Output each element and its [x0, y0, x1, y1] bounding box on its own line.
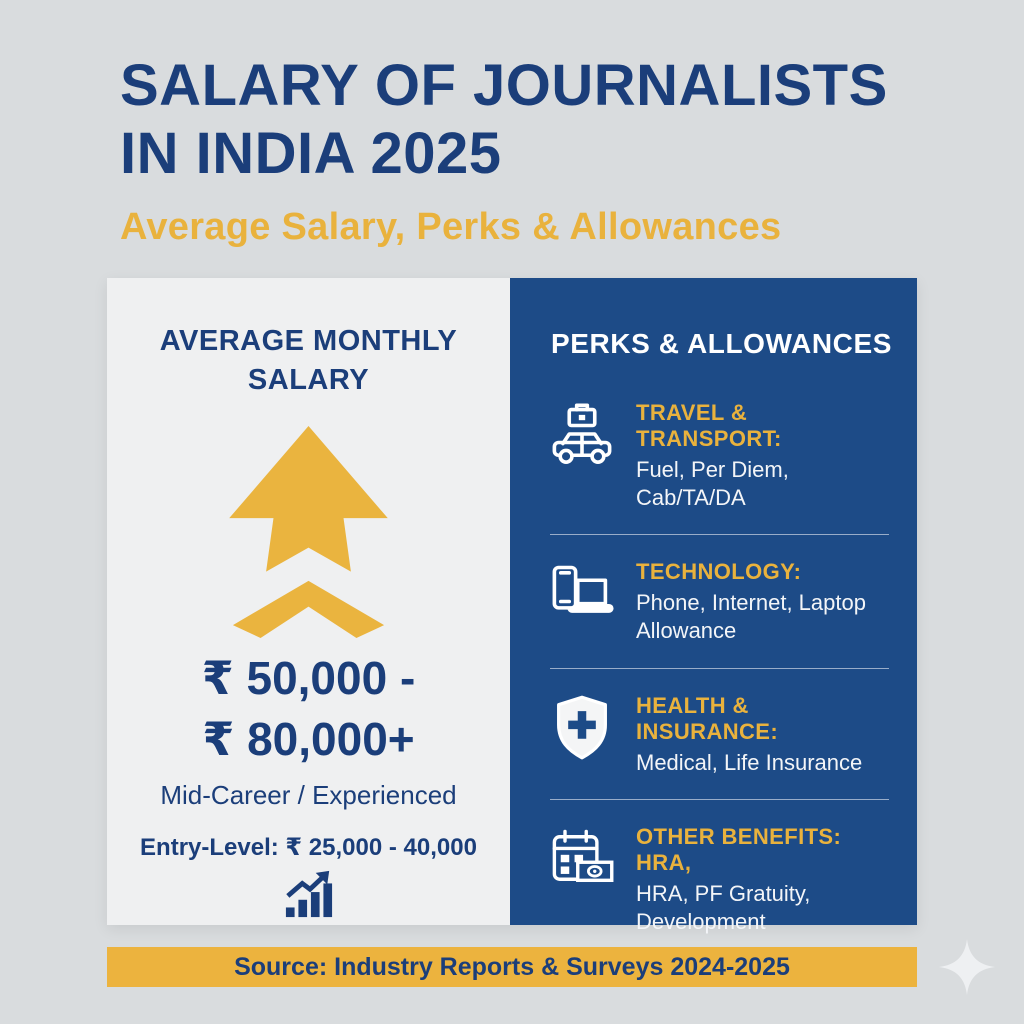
shield-cross-icon	[557, 695, 607, 760]
perk-description: Medical, Life Insurance	[636, 749, 863, 775]
source-bar: Source: Industry Reports & Surveys 2024-…	[107, 947, 917, 987]
page-title: SALARY OF JOURNALISTS IN INDIA 2025	[120, 52, 920, 188]
perk-title: TRAVEL & TRANSPORT:	[636, 400, 782, 451]
divider	[550, 798, 889, 800]
growth-chart-icon	[285, 870, 332, 917]
salary-range-line1: ₹ 50,000 -	[201, 652, 416, 705]
calendar-money-icon	[552, 829, 614, 882]
car-briefcase-icon	[552, 403, 612, 464]
perk-description: Fuel, Per Diem, Cab/TA/DA	[636, 457, 789, 511]
perk-item-health: HEALTH & INSURANCE: Medical, Life Insura…	[548, 691, 895, 777]
divider	[550, 667, 889, 669]
perk-text: TRAVEL & TRANSPORT: Fuel, Per Diem, Cab/…	[636, 398, 895, 512]
perk-item-travel: TRAVEL & TRANSPORT: Fuel, Per Diem, Cab/…	[548, 398, 895, 512]
phone-laptop-icon	[552, 566, 614, 614]
divider	[550, 534, 889, 536]
perk-item-other-benefits: OTHER BENEFITS: HRA, HRA, PF Gratuity, D…	[548, 822, 895, 936]
entry-level-salary: Entry-Level: ₹ 25,000 - 40,000	[140, 833, 477, 861]
perk-text: HEALTH & INSURANCE: Medical, Life Insura…	[636, 691, 895, 777]
perk-list: TRAVEL & TRANSPORT: Fuel, Per Diem, Cab/…	[548, 398, 895, 936]
salary-range-line2: ₹ 80,000+	[202, 713, 415, 765]
sparkle-icon	[939, 939, 995, 995]
perk-title: TECHNOLOGY:	[636, 559, 802, 585]
page-title-line1: SALARY OF JOURNALISTS	[120, 53, 888, 118]
page-subtitle: Average Salary, Perks & Allowances	[120, 205, 782, 248]
perks-panel: PERKS & ALLOWANCES	[510, 278, 917, 934]
perk-description: HRA, PF Gratuity, Development	[636, 880, 811, 934]
perk-text: TECHNOLOGY: Phone, Internet, Laptop Allo…	[636, 557, 895, 645]
perks-panel-heading: PERKS & ALLOWANCES	[550, 328, 893, 359]
perk-text: OTHER BENEFITS: HRA, HRA, PF Gratuity, D…	[636, 822, 895, 936]
source-text: Source: Industry Reports & Surveys 2024-…	[234, 952, 790, 981]
page-title-line2: IN INDIA 2025	[120, 120, 502, 186]
perk-description: Phone, Internet, Laptop Allowance	[636, 590, 866, 644]
perk-title: HEALTH & INSURANCE:	[636, 692, 779, 744]
salary-range-label: Mid-Career / Experienced	[160, 779, 457, 810]
salary-panel-heading: AVERAGE MONTHLY SALARY	[159, 325, 458, 397]
content-panels: AVERAGE MONTHLY SALARY ₹ 50,000 - ₹ 80,0…	[107, 278, 917, 934]
up-arrow-icon	[229, 426, 388, 639]
perk-title: OTHER BENEFITS: HRA,	[636, 823, 842, 875]
header: SALARY OF JOURNALISTS IN INDIA 2025 Aver…	[120, 52, 920, 249]
perk-item-technology: TECHNOLOGY: Phone, Internet, Laptop Allo…	[548, 557, 895, 645]
salary-panel: AVERAGE MONTHLY SALARY ₹ 50,000 - ₹ 80,0…	[107, 278, 510, 925]
salary-range: ₹ 50,000 - ₹ 80,000+	[202, 648, 416, 769]
